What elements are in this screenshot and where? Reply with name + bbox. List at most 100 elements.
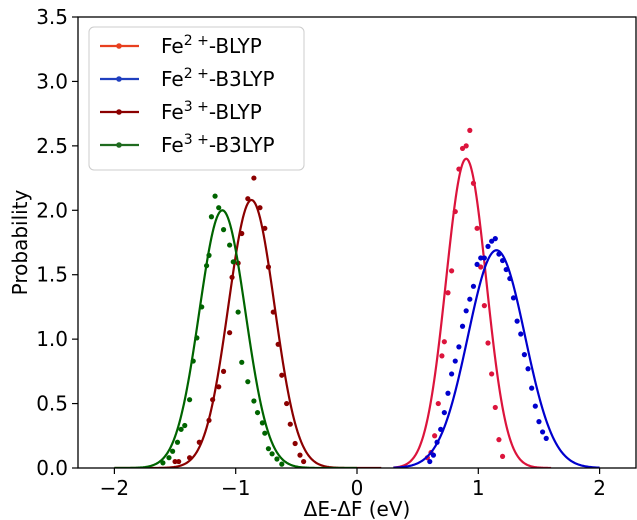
data-point bbox=[463, 308, 469, 314]
data-point bbox=[270, 309, 276, 315]
x-axis-label: ΔE-ΔF (eV) bbox=[304, 497, 411, 520]
series-curve-0 bbox=[393, 157, 552, 468]
data-point bbox=[467, 296, 473, 302]
y-axis-label: Probability bbox=[8, 189, 32, 295]
data-point bbox=[269, 451, 275, 457]
data-point bbox=[449, 371, 455, 377]
data-point bbox=[235, 309, 241, 315]
legend-marker bbox=[116, 142, 122, 148]
legend-box bbox=[88, 26, 305, 171]
data-point bbox=[525, 366, 531, 372]
data-point bbox=[485, 340, 491, 346]
data-point bbox=[499, 257, 506, 264]
plot-area bbox=[114, 127, 600, 468]
data-point bbox=[166, 455, 172, 461]
legend-marker bbox=[116, 109, 122, 115]
data-point bbox=[212, 193, 218, 199]
data-point bbox=[470, 283, 477, 289]
data-point bbox=[262, 430, 268, 436]
data-point bbox=[474, 225, 480, 231]
data-point bbox=[441, 409, 447, 416]
y-tick-label: 0.0 bbox=[36, 456, 68, 480]
legend: Fe2 +-BLYP Fe2 +-B3LYP Fe3 +-BLYP Fe3 +-B3L… bbox=[88, 26, 305, 171]
data-point bbox=[503, 266, 509, 273]
data-point bbox=[529, 385, 535, 391]
data-point bbox=[470, 180, 477, 186]
legend-item: Fe3 +-B3LYP bbox=[100, 132, 275, 157]
data-point bbox=[449, 268, 455, 274]
axes: −2 −1 0 1 2 0.0 0.5 1.0 1.5 2.0 2.5 3.0 3.5 bbox=[36, 5, 637, 500]
data-point bbox=[194, 335, 200, 341]
legend-item: Fe2 +-BLYP bbox=[100, 33, 262, 58]
data-point bbox=[499, 453, 506, 460]
data-point bbox=[532, 403, 538, 409]
data-point bbox=[441, 339, 447, 345]
data-point bbox=[536, 419, 542, 425]
data-point bbox=[510, 295, 517, 301]
data-point bbox=[543, 435, 549, 441]
data-point bbox=[170, 448, 176, 454]
data-point bbox=[206, 252, 212, 258]
x-tick-label: 0 bbox=[351, 476, 364, 500]
data-point bbox=[496, 437, 502, 443]
data-point bbox=[176, 458, 182, 465]
data-point bbox=[489, 238, 495, 244]
y-tick-label: 2.0 bbox=[36, 198, 68, 222]
data-point bbox=[445, 390, 451, 396]
x-tick-label: −2 bbox=[100, 476, 129, 500]
data-point bbox=[178, 426, 184, 432]
x-tick-label: 2 bbox=[593, 476, 606, 500]
data-point bbox=[274, 456, 280, 462]
data-point bbox=[507, 275, 513, 282]
x-tick-label: 1 bbox=[472, 476, 485, 500]
data-point bbox=[206, 417, 212, 423]
data-point bbox=[434, 439, 440, 445]
data-point bbox=[239, 359, 245, 365]
y-tick-label: 1.0 bbox=[36, 327, 68, 351]
data-point bbox=[262, 225, 268, 231]
data-point bbox=[463, 143, 469, 149]
data-point bbox=[481, 303, 487, 309]
data-point bbox=[199, 304, 205, 310]
data-point bbox=[489, 371, 495, 377]
y-tick-label: 3.5 bbox=[36, 5, 68, 29]
x-tick-label: −1 bbox=[221, 476, 250, 500]
data-point bbox=[190, 358, 196, 364]
data-point bbox=[492, 236, 498, 242]
y-tick-label: 2.5 bbox=[36, 134, 68, 158]
data-point bbox=[257, 205, 263, 211]
data-point bbox=[259, 420, 265, 426]
data-point bbox=[227, 242, 233, 248]
data-point bbox=[292, 440, 298, 447]
data-point bbox=[452, 358, 458, 364]
data-point bbox=[297, 452, 303, 458]
data-point bbox=[251, 175, 257, 181]
legend-label: Fe2 +-BLYP bbox=[161, 33, 262, 58]
data-point bbox=[275, 341, 281, 347]
y-tick-label: 0.5 bbox=[36, 392, 68, 416]
legend-marker bbox=[116, 76, 122, 82]
data-point bbox=[432, 433, 438, 439]
data-point bbox=[196, 439, 202, 445]
data-point bbox=[279, 372, 285, 378]
data-point bbox=[208, 214, 215, 220]
data-point bbox=[251, 398, 257, 404]
data-point bbox=[230, 259, 236, 265]
legend-item: Fe3 +-BLYP bbox=[100, 99, 262, 124]
data-point bbox=[220, 227, 227, 233]
data-point bbox=[160, 460, 166, 466]
data-point bbox=[427, 458, 433, 465]
data-point bbox=[478, 264, 484, 270]
data-point bbox=[459, 323, 466, 329]
data-point bbox=[474, 261, 480, 268]
series-group bbox=[114, 127, 600, 468]
data-point bbox=[492, 404, 498, 411]
data-point bbox=[245, 379, 251, 385]
data-point bbox=[496, 251, 502, 257]
data-point bbox=[301, 458, 307, 465]
data-point bbox=[187, 397, 193, 403]
data-point bbox=[265, 264, 272, 270]
data-point bbox=[187, 455, 193, 461]
data-point bbox=[287, 421, 293, 427]
